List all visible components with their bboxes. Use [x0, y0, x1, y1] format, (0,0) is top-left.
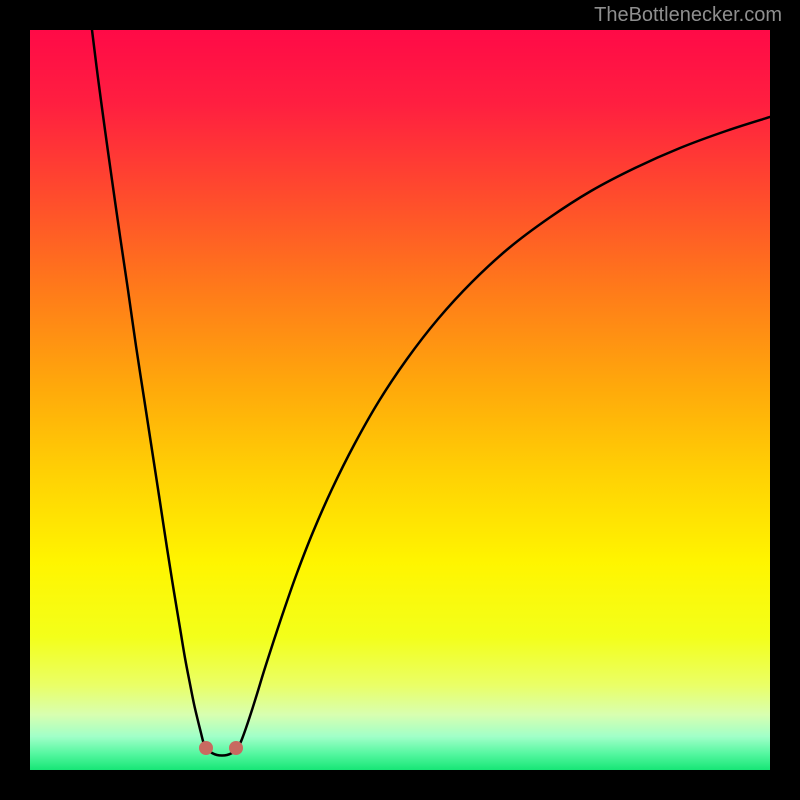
frame-border-bottom [0, 770, 800, 800]
chart-container: TheBottlenecker.com [0, 0, 800, 800]
curve-layer [30, 30, 770, 770]
left-marker [199, 741, 213, 755]
watermark-text: TheBottlenecker.com [594, 4, 782, 27]
curve-left-branch [92, 30, 205, 746]
right-marker [229, 741, 243, 755]
plot-area [30, 30, 770, 770]
frame-border-right [770, 0, 800, 800]
curve-right-branch [239, 117, 770, 746]
frame-border-left [0, 0, 30, 800]
